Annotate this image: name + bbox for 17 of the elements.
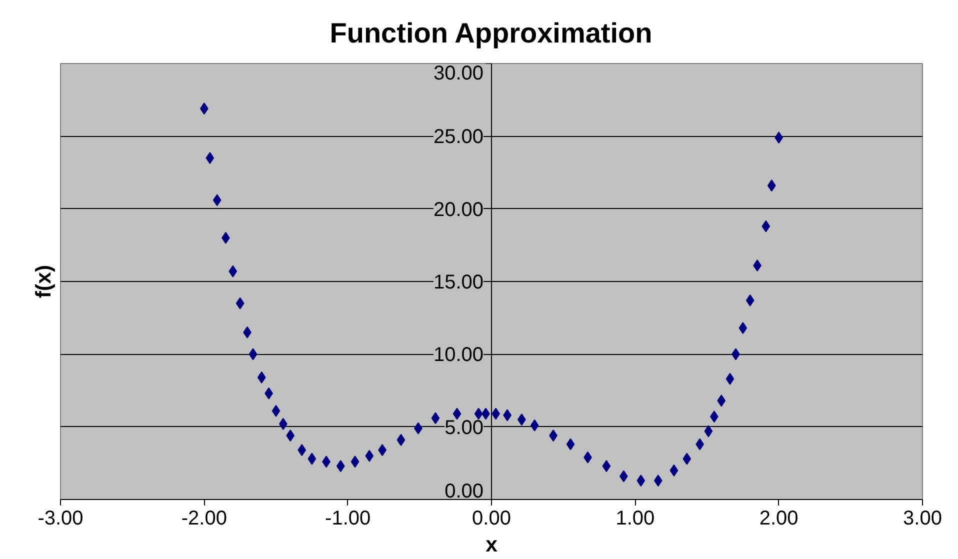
y-axis-title: f(x) bbox=[32, 264, 56, 298]
chart-title: Function Approximation bbox=[330, 18, 652, 48]
y-tick-label: 25.00 bbox=[433, 126, 484, 148]
y-tick-label: 10.00 bbox=[433, 344, 484, 366]
x-tick-label: -2.00 bbox=[181, 508, 227, 530]
y-tick-label: 5.00 bbox=[444, 416, 484, 439]
x-tick-label: 3.00 bbox=[903, 508, 942, 530]
x-tick-label: 0.00 bbox=[472, 508, 511, 530]
x-tick-label: 2.00 bbox=[759, 508, 798, 530]
x-tick-label: -1.00 bbox=[325, 508, 371, 530]
y-tick-label: 30.00 bbox=[433, 62, 484, 84]
y-tick-label: 15.00 bbox=[433, 272, 484, 294]
y-tick-label: 0.00 bbox=[444, 480, 484, 502]
x-tick-label: 1.00 bbox=[616, 508, 655, 530]
x-axis-title: x bbox=[486, 532, 498, 556]
y-tick-label: 20.00 bbox=[433, 198, 484, 221]
x-tick-label: -3.00 bbox=[38, 508, 84, 530]
